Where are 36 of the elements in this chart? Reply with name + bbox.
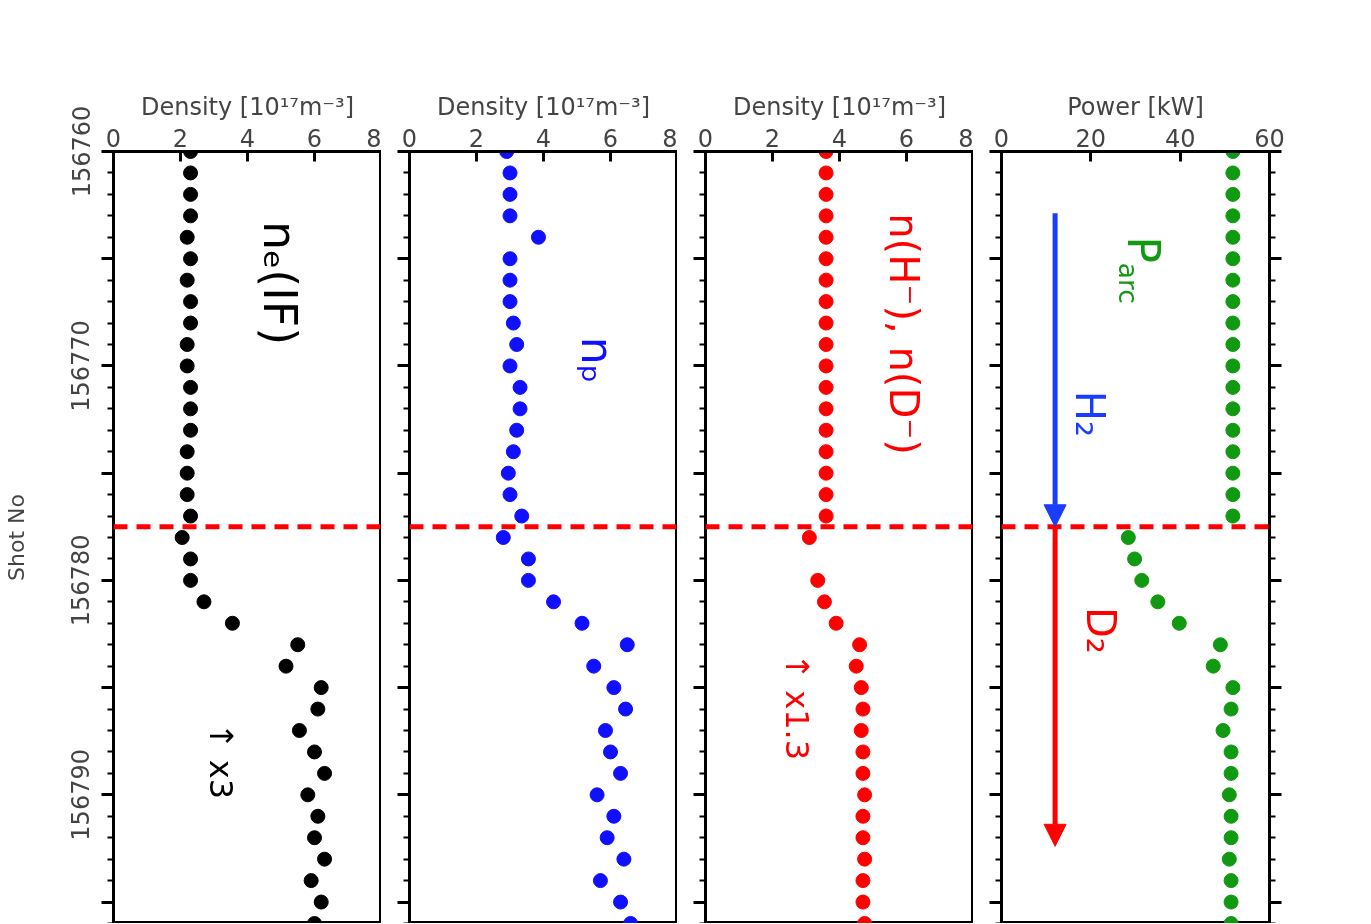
legend-label: nₑ(IF) <box>252 220 307 346</box>
y-tick-label: 156790 <box>67 749 96 841</box>
x-tick-label: 8 <box>366 124 382 153</box>
x-tick-label: 0 <box>993 124 1010 153</box>
x-tick-label: 40 <box>1164 124 1196 153</box>
x-tick-label: 2 <box>172 124 189 153</box>
text: n(H⁻), n(D⁻) <box>880 213 927 455</box>
y-tick-label: 156770 <box>67 320 96 412</box>
x-tick-label: 2 <box>468 124 485 153</box>
y-tick-label: 156760 <box>67 105 96 198</box>
x-tick-label: 60 <box>1254 124 1285 153</box>
x-tick-label: 4 <box>535 124 552 153</box>
x-tick-label: 6 <box>898 124 915 153</box>
x-tick-label: 6 <box>306 124 323 153</box>
x-tick-label: 0 <box>401 124 418 153</box>
annotation: ↑ x1.3 <box>777 653 816 761</box>
text: Parc <box>1112 236 1170 304</box>
x-tick-label: 8 <box>662 124 678 153</box>
annotation: D₂ <box>1077 606 1124 654</box>
x-tick-label: 4 <box>831 124 848 153</box>
x-axis-title: Density [10¹⁷m⁻³] <box>436 92 651 121</box>
annotation: ↑ x3 <box>201 722 240 800</box>
x-tick-label: 20 <box>1075 124 1107 153</box>
x-axis-title: Power [kW] <box>1067 92 1204 121</box>
annotation: H₂ <box>1066 390 1113 437</box>
x-tick-label: 8 <box>958 124 974 153</box>
x-tick-label: 2 <box>764 124 781 153</box>
x-tick-label: 6 <box>602 124 619 153</box>
y-axis-title: Shot No <box>3 494 29 581</box>
x-tick-label: 0 <box>697 124 714 153</box>
x-axis-title: Density [10¹⁷m⁻³] <box>140 92 355 121</box>
text: nₚ <box>571 336 623 384</box>
y-tick-label: 156780 <box>67 534 96 627</box>
x-axis-title: Density [10¹⁷m⁻³] <box>732 92 947 121</box>
x-tick-label: 4 <box>239 124 256 153</box>
x-tick-label: 0 <box>105 124 122 153</box>
